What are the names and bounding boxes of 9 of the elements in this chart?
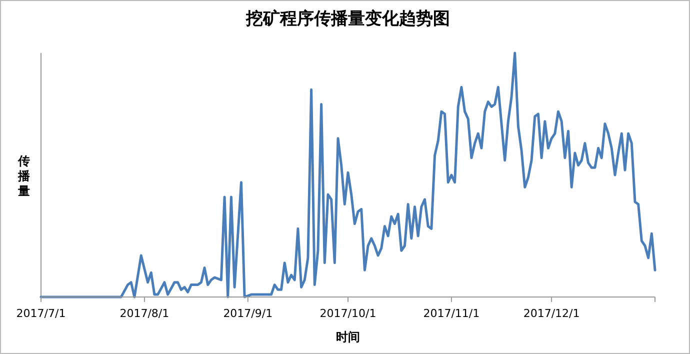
x-tick-label: 2017/12/1: [523, 307, 580, 320]
chart-title: 挖矿程序传播量变化趋势图: [245, 9, 450, 29]
x-axis-title: 时间: [336, 330, 360, 344]
x-tick-label: 2017/9/1: [223, 307, 273, 320]
x-tick-label: 2017/10/1: [320, 307, 376, 320]
y-axis-title: 传播量: [17, 154, 31, 198]
x-tick-label: 2017/8/1: [120, 307, 170, 320]
x-tick-label: 2017/11/1: [423, 307, 480, 320]
x-tick-label: 2017/7/1: [16, 307, 66, 320]
